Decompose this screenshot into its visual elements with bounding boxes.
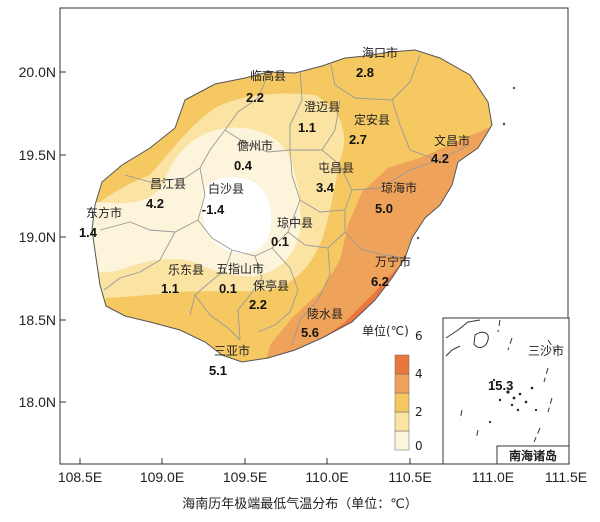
x-tick-label: 109.0E xyxy=(140,469,184,485)
x-axis: 108.5E 109.0E 109.5E 110.0E 110.5E 111.0E 111.… xyxy=(58,458,587,485)
station-value: 2.2 xyxy=(249,297,267,312)
caption: 海南历年极端最低气温分布（单位：℃） xyxy=(182,496,418,512)
station-value: 0.4 xyxy=(234,158,253,173)
station-name: 临高县 xyxy=(250,68,286,83)
station-value: 1.1 xyxy=(161,281,179,296)
y-tick-label: 18.5N xyxy=(19,312,56,328)
legend-swatch xyxy=(394,354,410,375)
inset-coastline xyxy=(445,319,489,357)
legend-title: 单位(℃) xyxy=(362,323,409,338)
station-value: 5.1 xyxy=(209,363,227,378)
inset-value: 15.3 xyxy=(488,378,513,393)
station-name: 保亭县 xyxy=(253,278,289,293)
inset-islets xyxy=(488,378,538,424)
legend-swatch xyxy=(394,392,410,413)
station-value: 3.4 xyxy=(316,180,335,195)
station-name: 东方市 xyxy=(86,205,122,220)
station-name: 澄迈县 xyxy=(304,99,340,114)
station-value: 1.1 xyxy=(298,120,316,135)
y-tick-label: 19.0N xyxy=(19,229,56,245)
island-outline xyxy=(91,49,493,363)
y-tick-label: 19.5N xyxy=(19,147,56,163)
station-value: 0.1 xyxy=(271,234,289,249)
station-name: 白沙县 xyxy=(208,181,244,196)
map-frame xyxy=(59,7,569,465)
x-tick-label: 111.0E xyxy=(472,469,514,485)
station-name: 昌江县 xyxy=(150,177,186,191)
x-tick-label: 110.5E xyxy=(388,469,431,485)
station-value: 2.2 xyxy=(246,90,264,105)
station-value: 5.0 xyxy=(375,201,393,216)
station-labels: 海口市 2.8 临高县 2.2 澄迈县 1.1 定安县 2.7 文昌市 4.2 儋州市 0.4 屯昌县 3… xyxy=(79,45,470,378)
inset-frame xyxy=(442,317,570,465)
legend-swatch xyxy=(394,411,410,432)
station-name: 五指山市 xyxy=(216,261,264,276)
legend: 单位(℃) 0 2 4 6 xyxy=(362,323,423,453)
station-name: 乐东县 xyxy=(168,263,204,277)
station-name: 儋州市 xyxy=(237,138,273,153)
station-name: 三亚市 xyxy=(214,343,250,358)
station-value: -1.4 xyxy=(202,202,225,217)
inset-title: 南海诸岛 xyxy=(509,448,557,463)
inset-boundary xyxy=(459,319,557,443)
y-tick-label: 18.0N xyxy=(19,394,56,410)
legend-swatch xyxy=(394,430,410,451)
station-name: 文昌市 xyxy=(434,133,470,148)
legend-tick-label: 4 xyxy=(415,367,423,381)
legend-tick-label: 0 xyxy=(415,439,423,453)
station-value: 6.2 xyxy=(371,274,389,289)
station-value: 5.6 xyxy=(301,325,319,340)
station-value: 2.7 xyxy=(349,132,367,147)
station-value: 4.2 xyxy=(146,196,164,211)
band-coldest xyxy=(202,177,272,254)
station-name: 定安县 xyxy=(354,112,390,127)
county-boundaries xyxy=(99,54,471,346)
x-tick-label: 111.5E xyxy=(545,469,587,485)
station-name: 琼海市 xyxy=(381,180,417,195)
station-value: 2.8 xyxy=(356,65,374,80)
station-value: 4.2 xyxy=(431,151,449,166)
station-name: 陵水县 xyxy=(307,307,343,321)
station-value: 1.4 xyxy=(79,225,98,240)
station-value: 0.1 xyxy=(219,281,237,296)
x-tick-label: 109.5E xyxy=(223,469,267,485)
station-name: 琼中县 xyxy=(277,215,313,230)
inset-region-label: 三沙市 xyxy=(528,343,564,358)
inset-title-box xyxy=(496,445,570,465)
legend-swatch xyxy=(394,373,410,394)
legend-tick-label: 6 xyxy=(415,329,423,343)
station-name: 海口市 xyxy=(362,45,398,60)
x-tick-label: 110.0E xyxy=(305,469,348,485)
y-axis: 20.0N 19.5N 19.0N 18.5N 18.0N xyxy=(19,64,66,410)
legend-tick-label: 2 xyxy=(415,405,423,419)
x-tick-label: 108.5E xyxy=(58,469,102,485)
station-name: 屯昌县 xyxy=(318,161,354,175)
y-tick-label: 20.0N xyxy=(19,64,56,80)
inset-map: 三沙市 15.3 南海诸岛 xyxy=(442,317,570,465)
station-name: 万宁市 xyxy=(375,254,411,269)
